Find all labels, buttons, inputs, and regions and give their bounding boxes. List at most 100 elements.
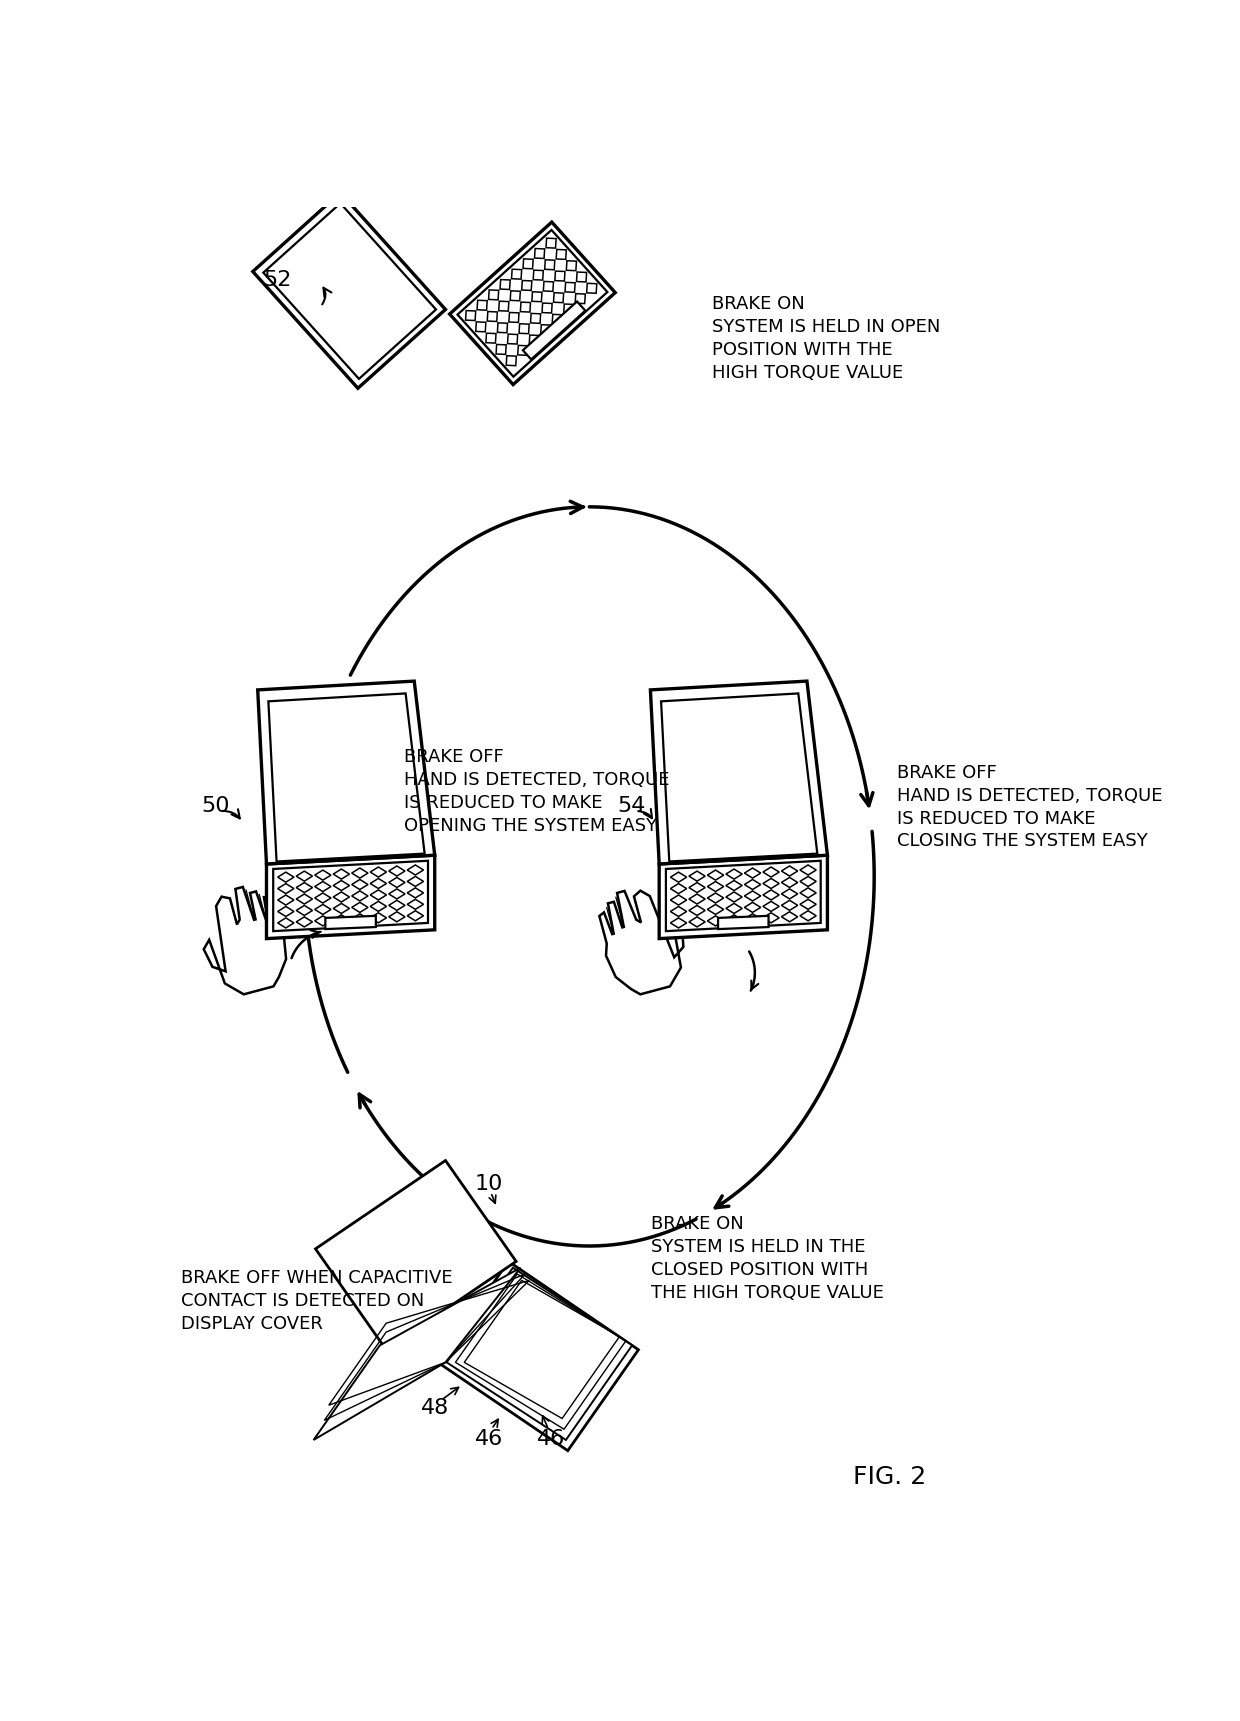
Polygon shape <box>554 272 565 281</box>
Text: BRAKE OFF
HAND IS DETECTED, TORQUE
IS REDUCED TO MAKE
CLOSING THE SYSTEM EASY: BRAKE OFF HAND IS DETECTED, TORQUE IS RE… <box>898 764 1163 850</box>
Polygon shape <box>781 900 797 910</box>
Polygon shape <box>278 873 294 883</box>
Text: 48: 48 <box>422 1397 449 1418</box>
Polygon shape <box>542 303 552 313</box>
Polygon shape <box>725 869 743 879</box>
Polygon shape <box>575 294 585 303</box>
Polygon shape <box>334 916 350 924</box>
Polygon shape <box>707 881 724 891</box>
Polygon shape <box>334 904 350 914</box>
Polygon shape <box>671 883 687 893</box>
Polygon shape <box>546 237 556 248</box>
Polygon shape <box>510 291 521 301</box>
Polygon shape <box>334 891 350 902</box>
Polygon shape <box>781 866 797 876</box>
Polygon shape <box>661 694 817 862</box>
Polygon shape <box>725 881 743 890</box>
Polygon shape <box>518 346 528 355</box>
Polygon shape <box>763 902 779 912</box>
Polygon shape <box>371 912 387 922</box>
Polygon shape <box>689 893 706 904</box>
Text: BRAKE OFF
HAND IS DETECTED, TORQUE
IS REDUCED TO MAKE
OPENING THE SYSTEM EASY: BRAKE OFF HAND IS DETECTED, TORQUE IS RE… <box>404 749 670 835</box>
Polygon shape <box>689 871 706 881</box>
Polygon shape <box>523 258 533 268</box>
Polygon shape <box>498 301 508 312</box>
Polygon shape <box>450 222 615 384</box>
Polygon shape <box>671 873 687 883</box>
Text: BRAKE ON
SYSTEM IS HELD IN OPEN
POSITION WITH THE
HIGH TORQUE VALUE: BRAKE ON SYSTEM IS HELD IN OPEN POSITION… <box>713 294 941 382</box>
Polygon shape <box>523 301 585 360</box>
Text: 10: 10 <box>475 1174 503 1194</box>
Polygon shape <box>529 336 539 344</box>
Polygon shape <box>533 270 543 281</box>
Polygon shape <box>587 284 596 293</box>
Text: 50: 50 <box>202 795 231 816</box>
Polygon shape <box>521 303 531 312</box>
Polygon shape <box>296 893 312 904</box>
Polygon shape <box>725 916 743 924</box>
Polygon shape <box>278 907 294 917</box>
Polygon shape <box>512 268 522 279</box>
Polygon shape <box>315 893 331 904</box>
Polygon shape <box>407 876 424 886</box>
Polygon shape <box>666 860 821 931</box>
Polygon shape <box>273 860 428 931</box>
Polygon shape <box>458 231 608 377</box>
Polygon shape <box>718 916 769 929</box>
Polygon shape <box>725 891 743 902</box>
Polygon shape <box>263 203 436 379</box>
Polygon shape <box>296 883 312 893</box>
Polygon shape <box>388 878 405 888</box>
Polygon shape <box>352 891 368 902</box>
Polygon shape <box>446 1268 632 1440</box>
Polygon shape <box>725 904 743 914</box>
Polygon shape <box>541 325 551 334</box>
Polygon shape <box>534 248 544 258</box>
Polygon shape <box>707 893 724 904</box>
Polygon shape <box>315 1160 516 1349</box>
Polygon shape <box>781 888 797 898</box>
Polygon shape <box>388 912 405 922</box>
Polygon shape <box>781 912 797 922</box>
Polygon shape <box>497 324 507 332</box>
Polygon shape <box>553 293 564 303</box>
Polygon shape <box>315 916 331 926</box>
Polygon shape <box>315 881 331 891</box>
Polygon shape <box>800 900 816 909</box>
Text: FIG. 2: FIG. 2 <box>853 1465 926 1489</box>
Polygon shape <box>477 299 487 310</box>
Polygon shape <box>258 682 435 864</box>
Polygon shape <box>544 260 554 270</box>
Polygon shape <box>744 879 760 890</box>
Text: 54: 54 <box>618 795 646 816</box>
Polygon shape <box>371 867 387 878</box>
Polygon shape <box>671 917 687 928</box>
Polygon shape <box>496 344 506 355</box>
Polygon shape <box>567 262 577 270</box>
Polygon shape <box>763 867 779 878</box>
Polygon shape <box>268 694 424 862</box>
Polygon shape <box>577 272 587 282</box>
Polygon shape <box>520 324 529 334</box>
Polygon shape <box>267 855 435 938</box>
Polygon shape <box>763 912 779 922</box>
Polygon shape <box>744 902 760 912</box>
Polygon shape <box>278 883 294 893</box>
Text: 52: 52 <box>263 270 291 289</box>
Polygon shape <box>508 313 520 322</box>
Polygon shape <box>487 312 497 322</box>
Polygon shape <box>500 279 510 289</box>
Polygon shape <box>552 315 562 324</box>
Polygon shape <box>489 289 498 299</box>
Polygon shape <box>744 867 760 878</box>
Polygon shape <box>465 310 476 320</box>
Polygon shape <box>315 905 331 914</box>
Text: 46: 46 <box>475 1428 503 1449</box>
Polygon shape <box>800 910 816 921</box>
Text: BRAKE ON
SYSTEM IS HELD IN THE
CLOSED POSITION WITH
THE HIGH TORQUE VALUE: BRAKE ON SYSTEM IS HELD IN THE CLOSED PO… <box>651 1215 884 1301</box>
Polygon shape <box>334 869 350 879</box>
Polygon shape <box>689 883 706 893</box>
Polygon shape <box>557 250 567 260</box>
Polygon shape <box>800 866 816 874</box>
Polygon shape <box>352 902 368 912</box>
